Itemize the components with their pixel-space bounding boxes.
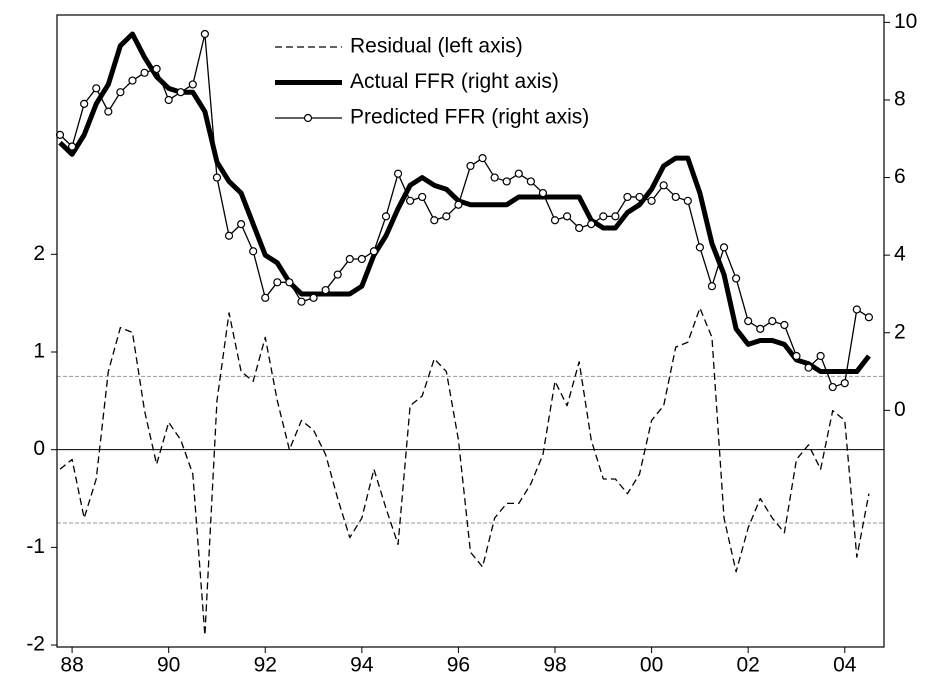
point xyxy=(792,351,801,361)
point xyxy=(237,220,246,229)
point xyxy=(587,220,596,229)
x-tick-label: 98 xyxy=(543,654,566,677)
point xyxy=(659,181,668,190)
plot-frame xyxy=(56,14,885,648)
point xyxy=(285,278,294,287)
point xyxy=(297,297,306,306)
point xyxy=(406,196,415,205)
x-tick-label: 90 xyxy=(157,654,180,677)
point xyxy=(442,212,451,221)
legend-label: Predicted FFR (right axis) xyxy=(350,106,589,129)
y2-tick-label: 10 xyxy=(894,10,917,33)
x-tick-label: 94 xyxy=(350,654,374,677)
point xyxy=(357,254,366,264)
point xyxy=(840,379,849,388)
point xyxy=(261,293,270,302)
point xyxy=(80,99,89,108)
point xyxy=(550,216,560,225)
y2-tick-label: 4 xyxy=(894,243,906,266)
point xyxy=(333,270,342,279)
y2-tick-label: 8 xyxy=(894,88,906,111)
point xyxy=(393,169,403,178)
y2-tick-label: 6 xyxy=(894,165,906,188)
point xyxy=(683,196,692,205)
point xyxy=(732,274,741,283)
series-line xyxy=(59,33,870,388)
point xyxy=(490,173,499,182)
legend-label: Residual (left axis) xyxy=(350,35,523,58)
point xyxy=(273,278,282,287)
point xyxy=(804,363,813,372)
y2-tick-label: 0 xyxy=(894,398,906,421)
x-tick-label: 00 xyxy=(640,654,663,677)
point xyxy=(212,173,222,182)
point xyxy=(756,324,765,333)
point xyxy=(623,192,632,202)
point xyxy=(67,142,77,151)
point xyxy=(478,154,487,163)
series-line xyxy=(59,307,870,636)
point xyxy=(816,351,825,361)
point xyxy=(188,80,197,89)
point xyxy=(92,84,101,93)
y-tick-label: 1 xyxy=(33,340,45,363)
point xyxy=(695,243,704,252)
point xyxy=(454,200,463,209)
series-line xyxy=(58,31,871,375)
point xyxy=(152,64,161,74)
point xyxy=(176,88,185,97)
point xyxy=(224,231,234,240)
point xyxy=(321,285,330,295)
point xyxy=(116,88,125,97)
x-tick-label: 04 xyxy=(833,654,857,677)
point xyxy=(575,223,584,233)
point xyxy=(599,212,608,221)
x-tick-label: 92 xyxy=(254,654,277,677)
point xyxy=(635,192,644,202)
point xyxy=(611,212,620,221)
legend-marker xyxy=(303,113,313,123)
y2-tick-label: 2 xyxy=(894,320,906,343)
point xyxy=(381,212,391,221)
point xyxy=(526,177,535,186)
point xyxy=(828,382,837,392)
y-tick-label: -2 xyxy=(26,633,45,656)
point xyxy=(514,169,523,178)
y-tick-label: 2 xyxy=(33,242,45,265)
point xyxy=(104,107,113,116)
x-tick-label: 02 xyxy=(736,654,759,677)
point xyxy=(768,317,777,326)
point xyxy=(744,317,753,326)
point xyxy=(164,95,173,105)
y-tick-label: 0 xyxy=(33,437,45,460)
point xyxy=(466,161,475,171)
point xyxy=(707,282,717,291)
point xyxy=(249,247,258,256)
point xyxy=(128,76,137,85)
legend-label: Actual FFR (right axis) xyxy=(350,70,559,93)
point xyxy=(852,305,861,314)
point xyxy=(538,188,548,198)
point xyxy=(309,293,318,302)
point xyxy=(671,192,680,202)
point xyxy=(430,216,439,225)
point xyxy=(647,196,656,205)
point xyxy=(418,192,427,202)
x-tick-label: 88 xyxy=(60,654,83,677)
point xyxy=(562,212,572,221)
y-tick-label: -1 xyxy=(26,535,45,558)
point xyxy=(200,29,209,39)
point xyxy=(345,254,354,264)
point xyxy=(369,247,379,256)
x-tick-label: 96 xyxy=(447,654,470,677)
point xyxy=(502,177,511,186)
point xyxy=(780,320,789,330)
point xyxy=(864,313,874,322)
point xyxy=(719,243,729,252)
point xyxy=(140,68,149,77)
